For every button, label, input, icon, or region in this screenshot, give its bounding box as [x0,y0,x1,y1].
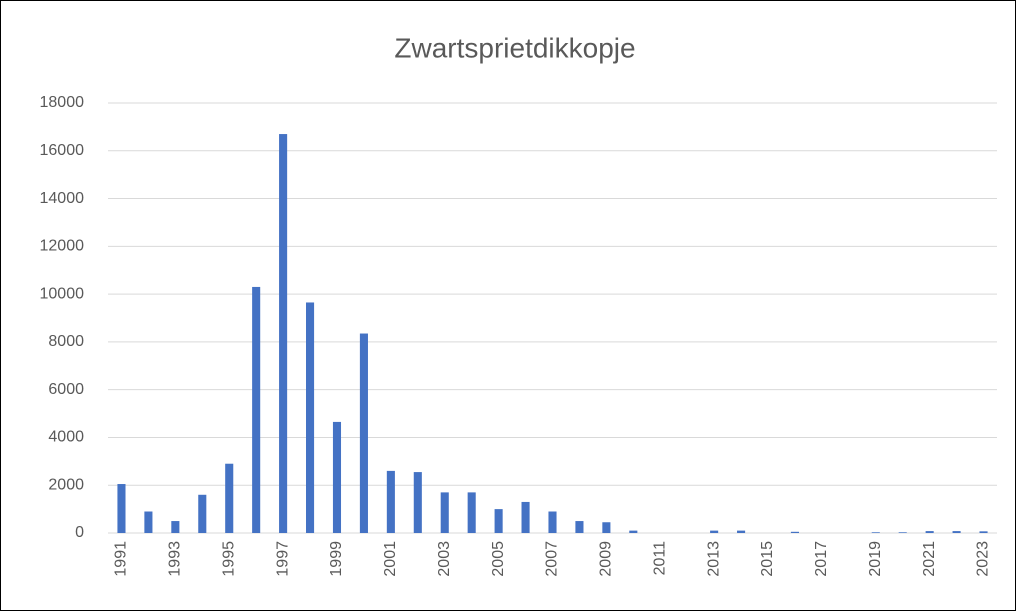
y-tick-label: 2000 [48,476,84,493]
y-tick-label: 6000 [48,381,84,398]
x-tick-label: 2009 [598,541,615,577]
bar [952,531,961,533]
bar [494,509,503,533]
bar [898,532,907,533]
bar [332,421,342,533]
bar [629,530,638,533]
x-tick-label: 2003 [436,541,453,577]
bar [790,531,799,533]
bar [359,333,368,533]
bar [225,463,234,533]
bar [467,492,476,533]
x-tick-label: 2017 [813,541,830,577]
x-tick-label: 2013 [705,541,722,577]
bar [386,470,395,533]
bar [710,530,719,533]
bar [413,472,422,533]
bar [871,532,880,533]
y-tick-label: 8000 [48,333,84,350]
y-tick-label: 14000 [40,190,85,207]
x-tick-label: 2005 [490,541,507,577]
y-tick-label: 16000 [40,142,85,159]
y-tick-label: 0 [75,524,84,541]
x-tick-label: 2007 [544,541,561,577]
x-tick-label: 1999 [328,541,345,577]
x-tick-label: 2015 [759,541,776,577]
y-tick-label: 12000 [40,238,85,255]
x-tick-label: 1993 [167,541,184,577]
bar [440,492,449,533]
x-tick-label: 1991 [113,541,130,577]
x-tick-label: 2021 [921,541,938,577]
x-tick-label: 2023 [975,541,992,577]
bar [521,501,530,533]
x-tick-label: 1997 [274,541,291,577]
bar [144,511,153,533]
chart-title: Zwartsprietdikkopje [394,32,635,63]
y-tick-label: 10000 [40,285,85,302]
x-tick-label: 2011 [651,541,668,576]
bar [925,531,934,533]
bar [548,511,557,533]
bar [252,286,261,533]
bar [737,530,746,533]
bar [979,531,988,533]
bar [279,134,288,534]
x-tick-label: 2019 [867,541,884,577]
y-tick-label: 4000 [48,429,84,446]
bar [575,521,584,533]
x-tick-label: 2001 [382,541,399,577]
bar [602,522,611,533]
y-tick-label: 18000 [40,94,85,111]
bar [306,302,315,533]
bar [198,494,207,533]
x-tick-label: 1995 [220,541,237,577]
bar [117,484,126,533]
bar [171,521,180,533]
